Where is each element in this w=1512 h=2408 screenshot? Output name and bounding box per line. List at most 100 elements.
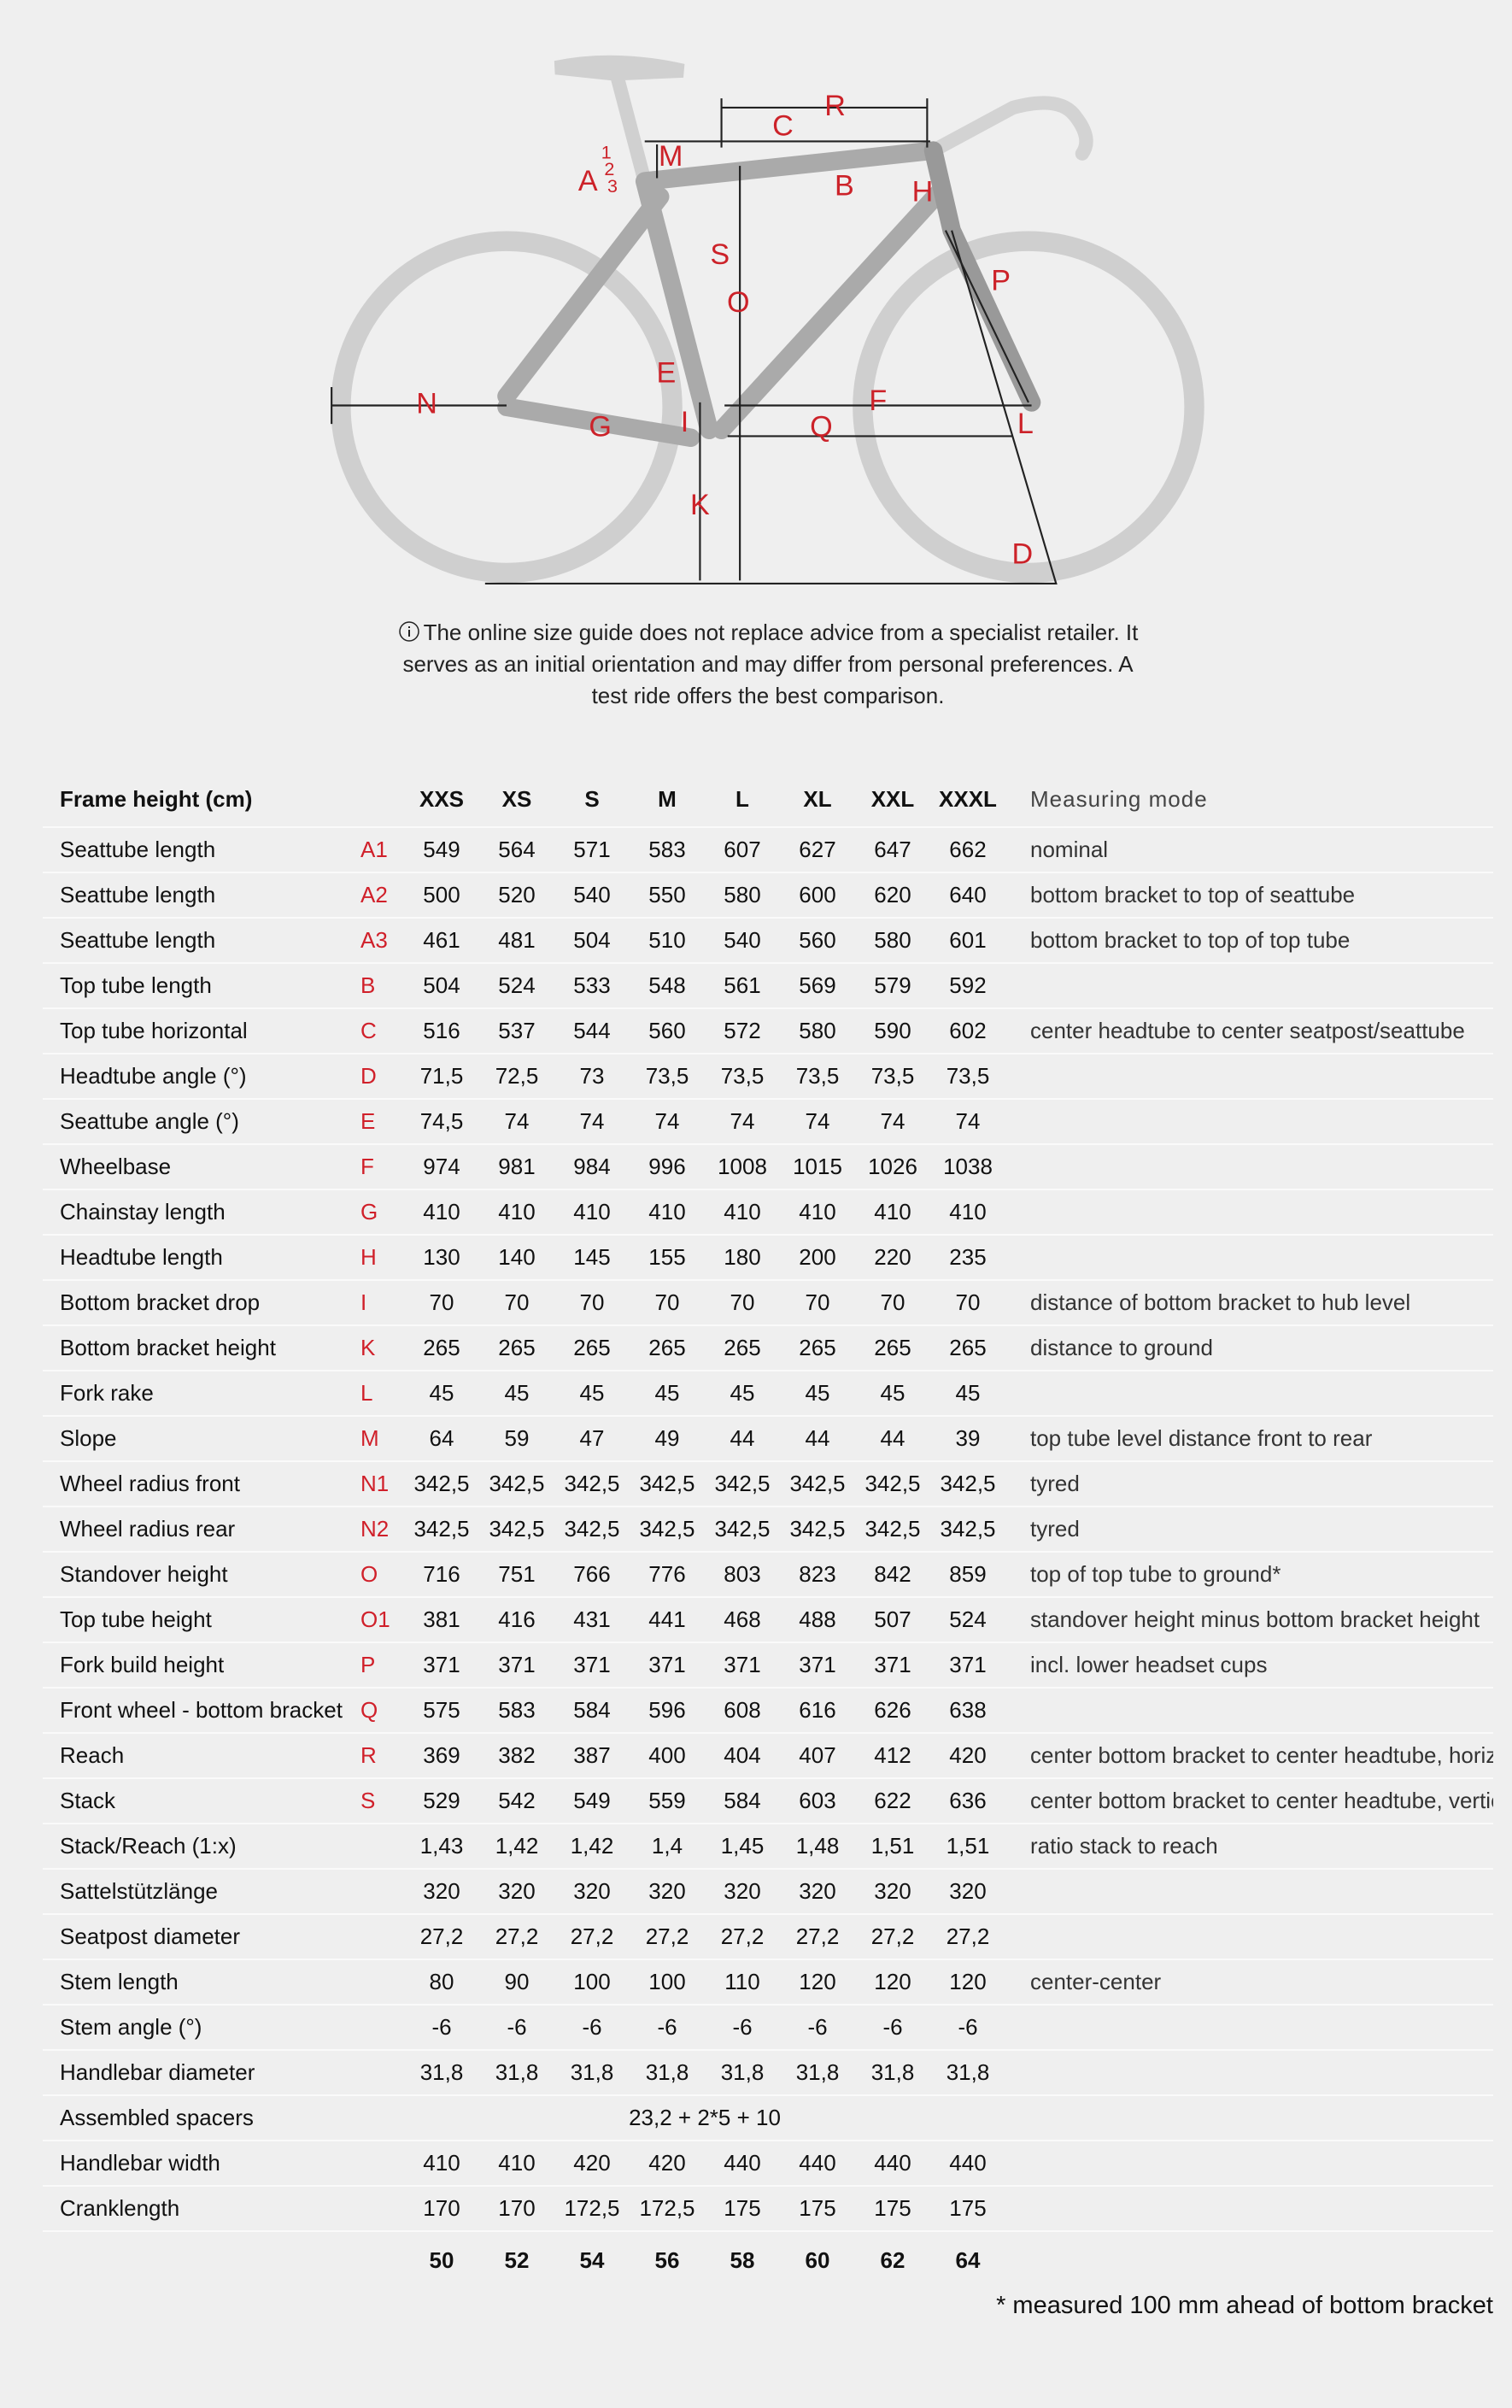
row-value: 580 <box>705 872 780 919</box>
row-value: 638 <box>930 1688 1005 1734</box>
table-row: Frame height (cm) XXS XS S M L XL XXL XXXL Measur… <box>43 772 1493 828</box>
header-size: XXXL <box>930 772 1005 828</box>
row-value: 575 <box>404 1688 479 1734</box>
row-value: 584 <box>554 1688 630 1734</box>
row-label: Assembled spacers <box>43 2095 355 2141</box>
diagram-label: E <box>656 357 676 390</box>
row-mode: nominal <box>1005 827 1493 873</box>
row-value: 1,51 <box>855 1824 930 1870</box>
row-value: 626 <box>855 1688 930 1734</box>
table-row: Top tube height O1 381 416 431 441 468 488 507 52… <box>43 1597 1493 1643</box>
diagram-label: S <box>710 238 730 271</box>
row-value: 73,5 <box>705 1054 780 1100</box>
row-value: 265 <box>479 1325 554 1371</box>
row-code: B <box>355 963 404 1009</box>
row-value: 31,8 <box>630 2050 705 2096</box>
row-value: 175 <box>705 2186 780 2232</box>
info-icon <box>398 621 419 642</box>
row-value: 410 <box>479 1189 554 1236</box>
row-label: Chainstay length <box>43 1189 355 1236</box>
row-value: 1026 <box>855 1144 930 1190</box>
row-mode: tyred <box>1005 1461 1493 1507</box>
row-label: Bottom bracket height <box>43 1325 355 1371</box>
row-code: P <box>355 1642 404 1689</box>
row-code: R <box>355 1733 404 1779</box>
row-value: 412 <box>855 1733 930 1779</box>
row-value: -6 <box>855 2005 930 2051</box>
row-value: 265 <box>930 1325 1005 1371</box>
row-value: 559 <box>630 1778 705 1824</box>
row-label: Top tube height <box>43 1597 355 1643</box>
row-value: 27,2 <box>479 1914 554 1960</box>
row-value: 461 <box>404 918 479 964</box>
row-value: -6 <box>780 2005 855 2051</box>
row-value: -6 <box>554 2005 630 2051</box>
row-value: 70 <box>930 1280 1005 1326</box>
table-row: Stem angle (°) -6 -6 -6 -6 -6 -6 -6 -6 <box>43 2005 1493 2051</box>
row-value: 1,51 <box>930 1824 1005 1870</box>
row-value: 607 <box>705 827 780 873</box>
row-value: 371 <box>554 1642 630 1689</box>
row-value: 145 <box>554 1235 630 1281</box>
row-value: 342,5 <box>780 1461 855 1507</box>
row-value: 44 <box>855 1416 930 1462</box>
row-value: 342,5 <box>554 1506 630 1553</box>
row-value: 560 <box>780 918 855 964</box>
row-label: Stem angle (°) <box>43 2005 355 2051</box>
row-value: 45 <box>404 1371 479 1417</box>
row-value: 410 <box>930 1189 1005 1236</box>
row-value: 220 <box>855 1235 930 1281</box>
row-label: Headtube length <box>43 1235 355 1281</box>
header-size: XL <box>780 772 855 828</box>
header-size: XXL <box>855 772 930 828</box>
frame-height: 62 <box>880 2246 905 2273</box>
row-value: 27,2 <box>780 1914 855 1960</box>
table-row: Headtube angle (°) D 71,5 72,5 73 73,5 73,5 73,… <box>43 1054 1493 1100</box>
row-value: 369 <box>404 1733 479 1779</box>
row-code: O <box>355 1552 404 1598</box>
diagram-label: B <box>835 169 854 202</box>
row-value: 371 <box>930 1642 1005 1689</box>
row-value: 751 <box>479 1552 554 1598</box>
row-value: 420 <box>930 1733 1005 1779</box>
row-value: 71,5 <box>404 1054 479 1100</box>
row-mode <box>1005 1144 1493 1190</box>
row-value: 431 <box>554 1597 630 1643</box>
table-row: Sattelstützlänge 320 320 320 320 320 320 320 320 <box>43 1869 1493 1915</box>
row-value: -6 <box>404 2005 479 2051</box>
table-row: Wheelbase F 974 981 984 996 1008 1015 1026 1038 <box>43 1144 1493 1190</box>
row-label: Handlebar width <box>43 2141 355 2187</box>
row-value: 70 <box>705 1280 780 1326</box>
row-mode: standover height minus bottom bracket he… <box>1005 1597 1493 1643</box>
row-value: 371 <box>855 1642 930 1689</box>
row-value: 320 <box>554 1869 630 1915</box>
row-code <box>355 2050 404 2096</box>
row-value: 27,2 <box>630 1914 705 1960</box>
row-value: 407 <box>780 1733 855 1779</box>
row-mode <box>1005 1371 1493 1417</box>
row-value: 507 <box>855 1597 930 1643</box>
row-value: 520 <box>479 872 554 919</box>
frame-height: 50 <box>429 2246 454 2273</box>
row-value: 73,5 <box>780 1054 855 1100</box>
diagram-label: M <box>659 140 683 173</box>
row-value: 342,5 <box>404 1506 479 1553</box>
row-value: 320 <box>780 1869 855 1915</box>
table-row: Wheel radius rear N2 342,5 342,5 342,5 342,5 3… <box>43 1506 1493 1553</box>
row-value: 175 <box>780 2186 855 2232</box>
row-value: 74 <box>705 1099 780 1145</box>
row-value: 45 <box>780 1371 855 1417</box>
table-row: Fork build height P 371 371 371 371 371 371 371 3… <box>43 1642 1493 1689</box>
row-value: 342,5 <box>630 1461 705 1507</box>
row-code: Q <box>355 1688 404 1734</box>
row-label: Stem length <box>43 1959 355 2006</box>
row-value: 823 <box>780 1552 855 1598</box>
row-value: 170 <box>404 2186 479 2232</box>
row-value: 31,8 <box>404 2050 479 2096</box>
table-row: Assembled spacers 23,2 + 2*5 + 10 <box>43 2095 1493 2141</box>
row-value: 31,8 <box>930 2050 1005 2096</box>
table-row: Seattube length A1 549 564 571 583 607 627 647 66… <box>43 827 1493 873</box>
diagram-label: P <box>991 265 1011 297</box>
table-row: Standover height O 716 751 766 776 803 823 842 85… <box>43 1552 1493 1598</box>
table-row: Seattube angle (°) E 74,5 74 74 74 74 74 74 74 <box>43 1099 1493 1145</box>
